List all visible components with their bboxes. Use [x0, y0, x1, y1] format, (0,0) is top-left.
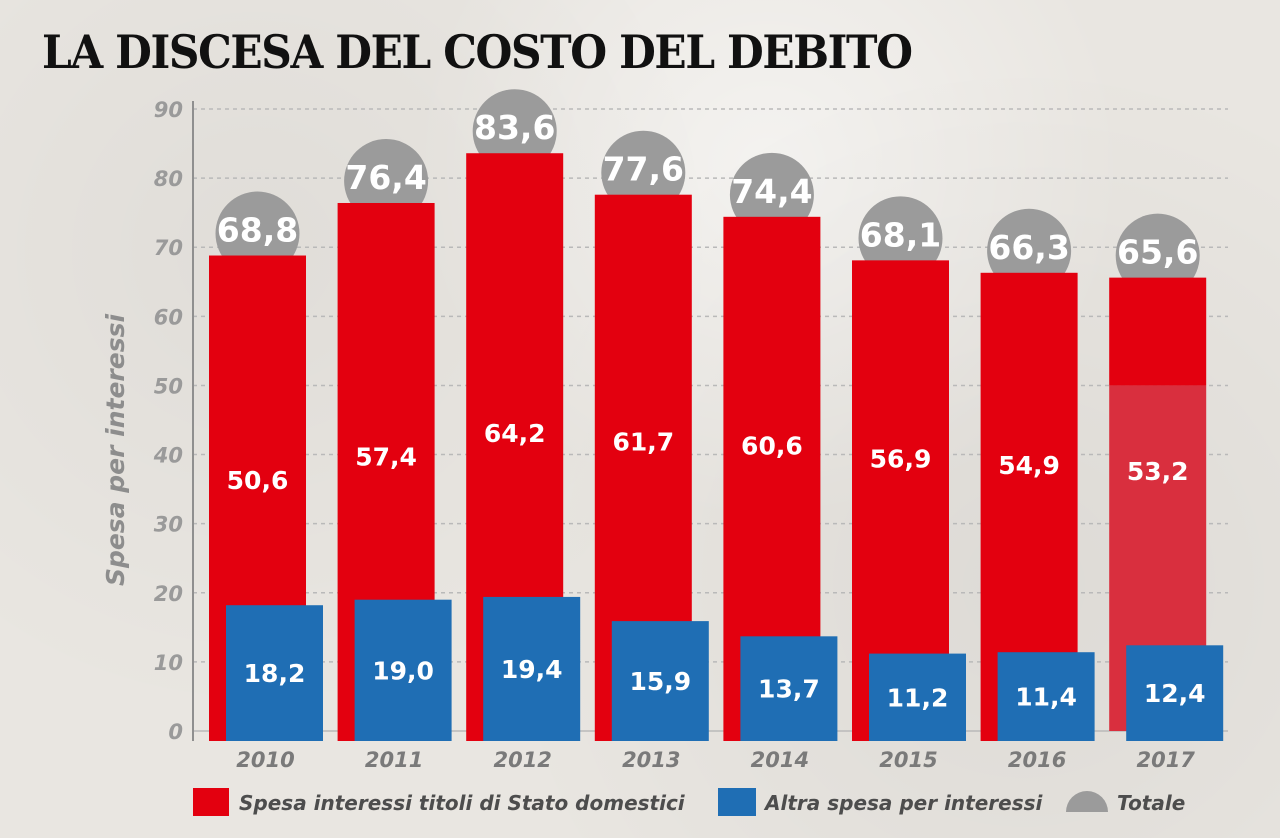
- bar-group-2016: 66,3 54,9 11,4 2016: [980, 208, 1095, 772]
- total-marker-2014: [729, 152, 814, 237]
- y-tick-label-20: 20: [154, 582, 183, 606]
- total-label-2010: 68,8: [217, 211, 298, 250]
- x-tick-label-2017: 2017: [1136, 748, 1195, 772]
- domestic-label-2011: 57,4: [355, 443, 417, 472]
- y-tick-label-0: 0: [168, 720, 183, 744]
- other-label-2013: 15,9: [629, 667, 691, 696]
- domestic-label-2015: 56,9: [870, 444, 932, 473]
- total-label-2016: 66,3: [988, 228, 1069, 267]
- bar-group-2013: 77,6 61,7 15,9 2013: [594, 130, 709, 772]
- bar-group-2014: 74,4 60,6 13,7 2014: [723, 152, 838, 772]
- total-label-2015: 68,1: [860, 215, 941, 254]
- bar-group-2017: 65,6 53,2 12,4 2017: [1109, 213, 1224, 772]
- y-tick-label-30: 30: [154, 513, 183, 537]
- bar-other-2015: [869, 653, 966, 741]
- y-tick-label-10: 10: [154, 651, 183, 675]
- bar-other-2011: [354, 599, 452, 741]
- other-label-2012: 19,4: [501, 655, 563, 684]
- x-tick-label-2014: 2014: [751, 748, 809, 772]
- other-label-2010: 18,2: [244, 659, 306, 688]
- domestic-label-2014: 60,6: [741, 431, 803, 460]
- domestic-label-2010: 50,6: [227, 466, 289, 495]
- bar-group-2012: 83,6 64,2 19,4 2012: [466, 89, 581, 772]
- total-label-2011: 76,4: [345, 158, 426, 197]
- total-marker-2012: [472, 89, 557, 174]
- domestic-label-2013: 61,7: [612, 428, 674, 457]
- legend-swatch-total: [1066, 791, 1108, 812]
- legend-swatch-domestic: [193, 788, 229, 816]
- bar-group-2015: 68,1 56,9 11,2 2015: [852, 196, 966, 772]
- x-tick-label-2010: 2010: [236, 748, 294, 772]
- y-tick-label-40: 40: [153, 444, 183, 468]
- other-label-2016: 11,4: [1015, 683, 1077, 712]
- total-label-2013: 77,6: [603, 150, 684, 189]
- y-tick-label-60: 60: [154, 305, 183, 329]
- bar-other-2013: [611, 621, 709, 741]
- bar-other-2017: [1126, 645, 1224, 741]
- legend-label-other: Altra spesa per interessi: [763, 791, 1044, 815]
- total-marker-2013: [601, 130, 686, 215]
- chart-title: LA DISCESA DEL COSTO DEL DEBITO: [42, 25, 913, 79]
- legend-item-other: Altra spesa per interessi: [718, 788, 1044, 816]
- total-label-2017: 65,6: [1117, 233, 1198, 272]
- legend-swatch-other: [718, 788, 756, 816]
- legend-item-total: Totale: [1066, 791, 1185, 815]
- bar-group-2011: 76,4 57,4 19,0 2011: [337, 138, 452, 772]
- total-marker-2015: [858, 196, 943, 281]
- x-tick-label-2015: 2015: [879, 748, 937, 772]
- total-label-2014: 74,4: [731, 172, 812, 211]
- total-marker-2011: [344, 138, 429, 223]
- domestic-label-2017: 53,2: [1127, 457, 1189, 486]
- y-tick-label-70: 70: [154, 236, 183, 260]
- total-marker-2010: [215, 191, 300, 276]
- legend-label-total: Totale: [1117, 791, 1185, 815]
- x-tick-label-2012: 2012: [493, 748, 551, 772]
- domestic-label-2016: 54,9: [998, 451, 1060, 480]
- bars: 68,8 50,6 18,2 2010 76,4 57,4 19,0 2011 83,6 64,2…: [209, 89, 1224, 772]
- legend-label-domestic: Spesa interessi titoli di Stato domestic…: [239, 791, 686, 815]
- legend: Spesa interessi titoli di Stato domestic…: [193, 788, 1185, 816]
- other-label-2017: 12,4: [1144, 679, 1206, 708]
- y-axis: 0 10 20 30 40 50 60 70 80 90: [153, 98, 194, 744]
- x-tick-label-2016: 2016: [1008, 748, 1066, 772]
- other-label-2014: 13,7: [758, 675, 820, 704]
- bar-other-2014: [740, 636, 838, 741]
- y-tick-label-90: 90: [154, 98, 183, 122]
- bar-other-2016: [997, 652, 1095, 741]
- total-marker-2017: [1115, 213, 1200, 298]
- bar-domestic-2017: [1109, 277, 1207, 386]
- total-label-2012: 83,6: [474, 108, 555, 147]
- y-axis-label: Spesa per interessi: [101, 314, 130, 587]
- bar-other-2012: [483, 596, 581, 741]
- other-label-2011: 19,0: [372, 656, 434, 685]
- y-tick-label-80: 80: [154, 167, 183, 191]
- legend-item-domestic: Spesa interessi titoli di Stato domestic…: [193, 788, 686, 816]
- bar-group-2010: 68,8 50,6 18,2 2010: [209, 191, 323, 772]
- domestic-label-2012: 64,2: [484, 419, 546, 448]
- other-label-2015: 11,2: [887, 683, 949, 712]
- x-tick-label-2013: 2013: [622, 748, 680, 772]
- bar-other-2010: [226, 605, 323, 741]
- y-tick-label-50: 50: [154, 374, 183, 398]
- x-tick-label-2011: 2011: [365, 748, 423, 772]
- total-marker-2016: [987, 208, 1072, 293]
